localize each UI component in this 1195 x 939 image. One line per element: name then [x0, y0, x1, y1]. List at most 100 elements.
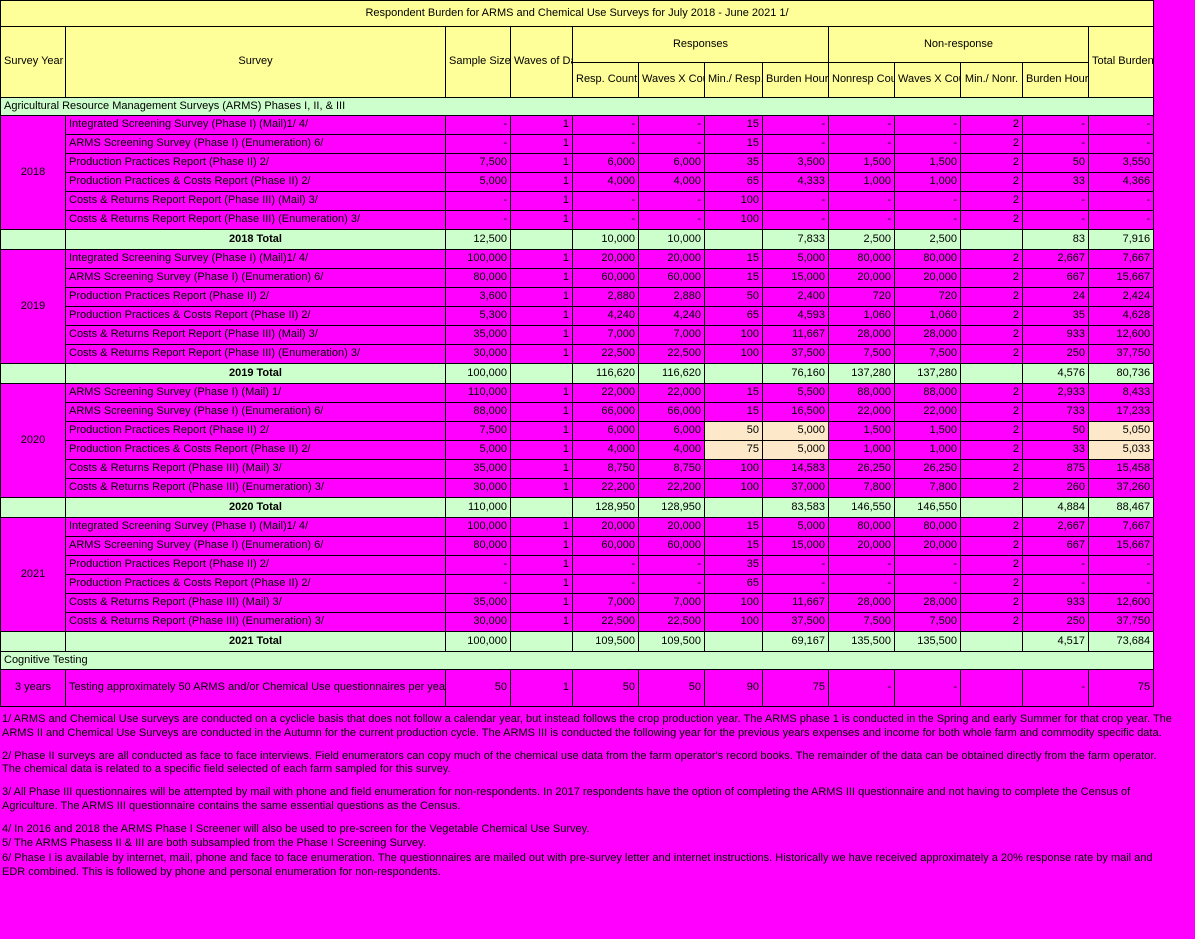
- cognitive-cell-total-burden-hours: 75: [1087, 669, 1155, 707]
- total-cell-min-nonr: [960, 363, 1023, 384]
- cell-burden-hours: 37,500: [762, 612, 829, 632]
- cell-sample-size: 80,000: [445, 536, 511, 556]
- survey-name-cell: ARMS Screening Survey (Phase I) (Enumera…: [65, 536, 446, 556]
- total-cell-nonresp-count: 2,500: [828, 229, 895, 250]
- survey-name-cell: Costs & Returns Report (Phase III) (Enum…: [65, 478, 446, 498]
- survey-name-cell: Costs & Returns Report Report (Phase III…: [65, 210, 446, 230]
- table-row: ARMS Screening Survey (Phase I) (Enumera…: [1, 536, 1155, 556]
- total-cell-nonresp-count: 137,280: [828, 363, 895, 384]
- cell-min-nonr: 2: [960, 402, 1023, 422]
- cell-waves: 1: [510, 134, 573, 154]
- cell-resp-count: 22,200: [572, 478, 639, 498]
- cell-nonresp-waves-x-count: 28,000: [894, 325, 961, 345]
- cell-sample-size: -: [445, 191, 511, 211]
- cell-nonresp-count: 88,000: [828, 383, 895, 403]
- cell-min-resp: 15: [704, 115, 763, 135]
- cell-waves: 1: [510, 421, 573, 441]
- cell-total-burden-hours: 17,233: [1087, 402, 1155, 422]
- respondent-burden-table: Respondent Burden for ARMS and Chemical …: [0, 0, 1155, 707]
- cell-resp-count: 60,000: [572, 268, 639, 288]
- cell-nonresp-count: -: [828, 134, 895, 154]
- total-cell-resp-count: 10,000: [572, 229, 639, 250]
- cell-total-burden-hours: 15,667: [1087, 268, 1155, 288]
- table-row: ARMS Screening Survey (Phase I) (Enumera…: [1, 402, 1155, 422]
- cell-nonresp-count: 28,000: [828, 325, 895, 345]
- cell-waves: 1: [510, 383, 573, 403]
- total-cell-nonresp-burden-hours: 4,576: [1022, 363, 1089, 384]
- year-total-label: 2019 Total: [65, 363, 446, 384]
- cell-waves-x-count: 22,000: [638, 383, 705, 403]
- cell-nonresp-count: 28,000: [828, 593, 895, 613]
- total-cell-burden-hours: 83,583: [762, 497, 829, 518]
- cell-min-resp: 100: [704, 210, 763, 230]
- cell-sample-size: -: [445, 574, 511, 594]
- cognitive-cell-nonresp-count: -: [828, 669, 895, 707]
- cognitive-cell-waves-x-count: 50: [638, 669, 705, 707]
- table-row: 2018 Integrated Screening Survey (Phase I…: [0, 115, 1155, 230]
- cell-resp-count: -: [572, 134, 639, 154]
- total-cell-waves: [510, 631, 573, 652]
- total-cell-min-resp: [704, 631, 763, 652]
- cognitive-cell-sample-size: 50: [445, 669, 511, 707]
- total-cell-waves: [510, 363, 573, 384]
- cell-waves-x-count: 7,000: [638, 325, 705, 345]
- cell-nonresp-burden-hours: -: [1022, 574, 1089, 594]
- cell-resp-count: 7,000: [572, 593, 639, 613]
- total-cell-total-burden-hours: 80,736: [1087, 363, 1155, 384]
- cell-sample-size: 3,600: [445, 287, 511, 307]
- cell-min-resp: 15: [704, 268, 763, 288]
- cell-waves-x-count: -: [638, 115, 705, 135]
- footnote-5: 5/ The ARMS Phasess II & III are both su…: [2, 837, 426, 850]
- cell-min-nonr: 2: [960, 517, 1023, 537]
- cell-min-resp: 15: [704, 517, 763, 537]
- cell-waves: 1: [510, 459, 573, 479]
- cell-total-burden-hours: 5,050: [1087, 421, 1155, 441]
- survey-name-cell: Integrated Screening Survey (Phase I) (M…: [65, 115, 446, 135]
- cell-total-burden-hours: 4,628: [1087, 306, 1155, 326]
- cell-burden-hours: 16,500: [762, 402, 829, 422]
- cell-burden-hours: -: [762, 115, 829, 135]
- cell-burden-hours: 14,583: [762, 459, 829, 479]
- cell-burden-hours: -: [762, 555, 829, 575]
- table-row: Costs & Returns Report Report (Phase III…: [1, 325, 1155, 345]
- col-header-nonresponse-group: Non-response: [828, 26, 1089, 63]
- cell-waves-x-count: 22,200: [638, 478, 705, 498]
- col-header-waves-x-count: Waves X Count: [638, 62, 705, 98]
- cell-total-burden-hours: 7,667: [1087, 517, 1155, 537]
- survey-year-cell: 2020: [0, 383, 66, 498]
- cell-nonresp-burden-hours: 50: [1022, 153, 1089, 173]
- total-cell-sample-size: 100,000: [445, 631, 511, 652]
- cell-nonresp-count: 80,000: [828, 249, 895, 269]
- total-cell-sample-size: 100,000: [445, 363, 511, 384]
- cell-min-resp: 100: [704, 191, 763, 211]
- survey-name-cell: Production Practices & Costs Report (Pha…: [65, 306, 446, 326]
- cell-total-burden-hours: 15,458: [1087, 459, 1155, 479]
- survey-name-cell: Costs & Returns Report (Phase III) (Mail…: [65, 459, 446, 479]
- cell-burden-hours: 5,000: [762, 249, 829, 269]
- survey-name-cell: Production Practices & Costs Report (Pha…: [65, 440, 446, 460]
- cell-nonresp-count: -: [828, 555, 895, 575]
- col-header-responses-group: Responses: [572, 26, 829, 63]
- col-header-burden-hours: Burden Hours: [762, 62, 829, 98]
- cell-waves: 1: [510, 517, 573, 537]
- cell-nonresp-burden-hours: 33: [1022, 172, 1089, 192]
- cell-total-burden-hours: 37,750: [1087, 612, 1155, 632]
- col-header-min-nonr: Min./ Nonr.: [960, 62, 1023, 98]
- cell-min-nonr: 2: [960, 115, 1023, 135]
- cell-burden-hours: 4,333: [762, 172, 829, 192]
- table-row: Costs & Returns Report (Phase III) (Enum…: [1, 612, 1155, 632]
- cell-total-burden-hours: -: [1087, 134, 1155, 154]
- cell-burden-hours: -: [762, 191, 829, 211]
- cell-sample-size: 30,000: [445, 478, 511, 498]
- cell-nonresp-waves-x-count: 20,000: [894, 268, 961, 288]
- cell-total-burden-hours: -: [1087, 115, 1155, 135]
- cell-sample-size: 100,000: [445, 517, 511, 537]
- cell-nonresp-count: -: [828, 574, 895, 594]
- cell-sample-size: -: [445, 115, 511, 135]
- cell-nonresp-waves-x-count: -: [894, 134, 961, 154]
- footnote-1: 1/ ARMS and Chemical Use surveys are con…: [2, 713, 1172, 739]
- total-cell-waves-x-count: 116,620: [638, 363, 705, 384]
- total-cell-total-burden-hours: 73,684: [1087, 631, 1155, 652]
- total-cell-nonresp-burden-hours: 4,517: [1022, 631, 1089, 652]
- year-total-spacer: [0, 363, 66, 384]
